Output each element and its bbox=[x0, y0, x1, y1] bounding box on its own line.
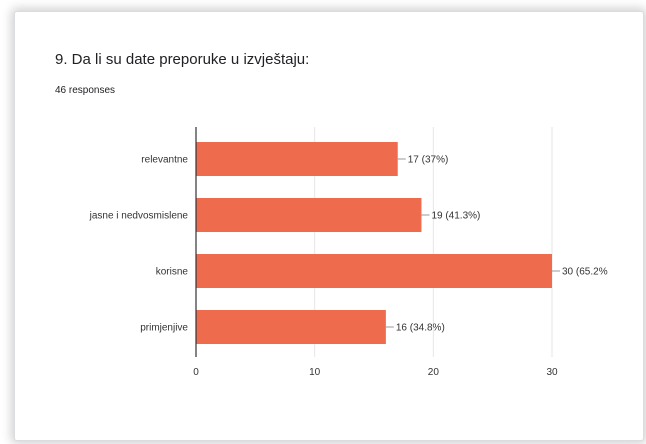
bar-chart: 0 10 20 30 relevantne 17 (37%) jasne i nedvosm… bbox=[89, 127, 608, 379]
category-label: relevantne bbox=[141, 155, 188, 166]
category-label: jasne i nedvosmislene bbox=[89, 211, 189, 222]
question-title: 9. Da li su date preporuke u izvještaju: bbox=[55, 51, 310, 68]
x-tick-label: 0 bbox=[193, 367, 199, 378]
data-label: 17 (37%) bbox=[408, 155, 449, 166]
x-tick-label: 20 bbox=[428, 367, 440, 378]
category-label: korisne bbox=[156, 267, 189, 278]
question-card: 9. Da li su date preporuke u izvještaju:… bbox=[14, 11, 644, 441]
data-label: 19 (41.3%) bbox=[431, 211, 480, 222]
category-label: primjenjive bbox=[140, 323, 188, 334]
bar-2 bbox=[196, 254, 552, 288]
x-tick-label: 30 bbox=[546, 367, 558, 378]
bar-0 bbox=[196, 142, 398, 176]
chart-labels: 0 10 20 30 relevantne 17 (37%) jasne i nedvosm… bbox=[89, 155, 608, 379]
bar-1 bbox=[196, 198, 422, 232]
x-tick-label: 10 bbox=[309, 367, 321, 378]
bar-3 bbox=[196, 310, 386, 344]
response-count: 46 responses bbox=[55, 85, 116, 96]
data-label: 16 (34.8%) bbox=[396, 323, 445, 334]
data-label: 30 (65.2% bbox=[562, 267, 608, 278]
chart-bars bbox=[196, 142, 552, 344]
